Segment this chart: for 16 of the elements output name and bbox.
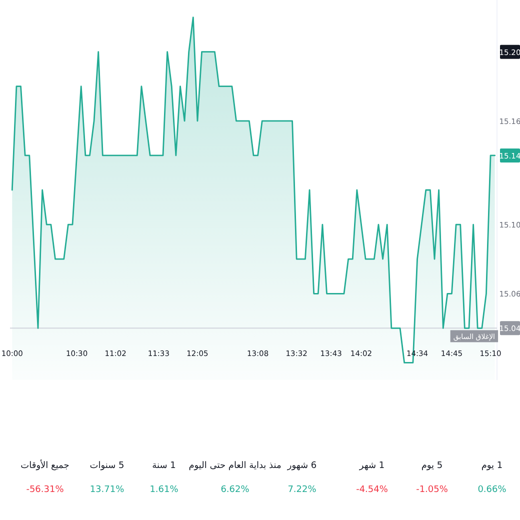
data-label: 0.66% xyxy=(478,485,507,495)
category-label: جميع الأوقات xyxy=(20,459,70,471)
category-label: منذ بداية العام حتى اليوم xyxy=(188,461,282,471)
data-label: 7.22% xyxy=(288,485,317,495)
data-label: -1.05% xyxy=(416,485,448,495)
category-label: 1 شهر xyxy=(358,461,385,471)
data-label: 13.71% xyxy=(90,485,125,495)
data-label: 1.61% xyxy=(150,485,179,495)
category-label: 1 يوم xyxy=(481,461,503,471)
data-label: -56.31% xyxy=(26,485,64,495)
category-label: 5 يوم xyxy=(421,461,443,471)
data-label: 6.62% xyxy=(220,485,250,495)
category-label: 6 شهور xyxy=(286,461,317,471)
data-label: -4.54% xyxy=(356,485,388,495)
category-label: 5 سنوات xyxy=(90,461,124,471)
category-label: 1 سنة xyxy=(152,461,176,471)
